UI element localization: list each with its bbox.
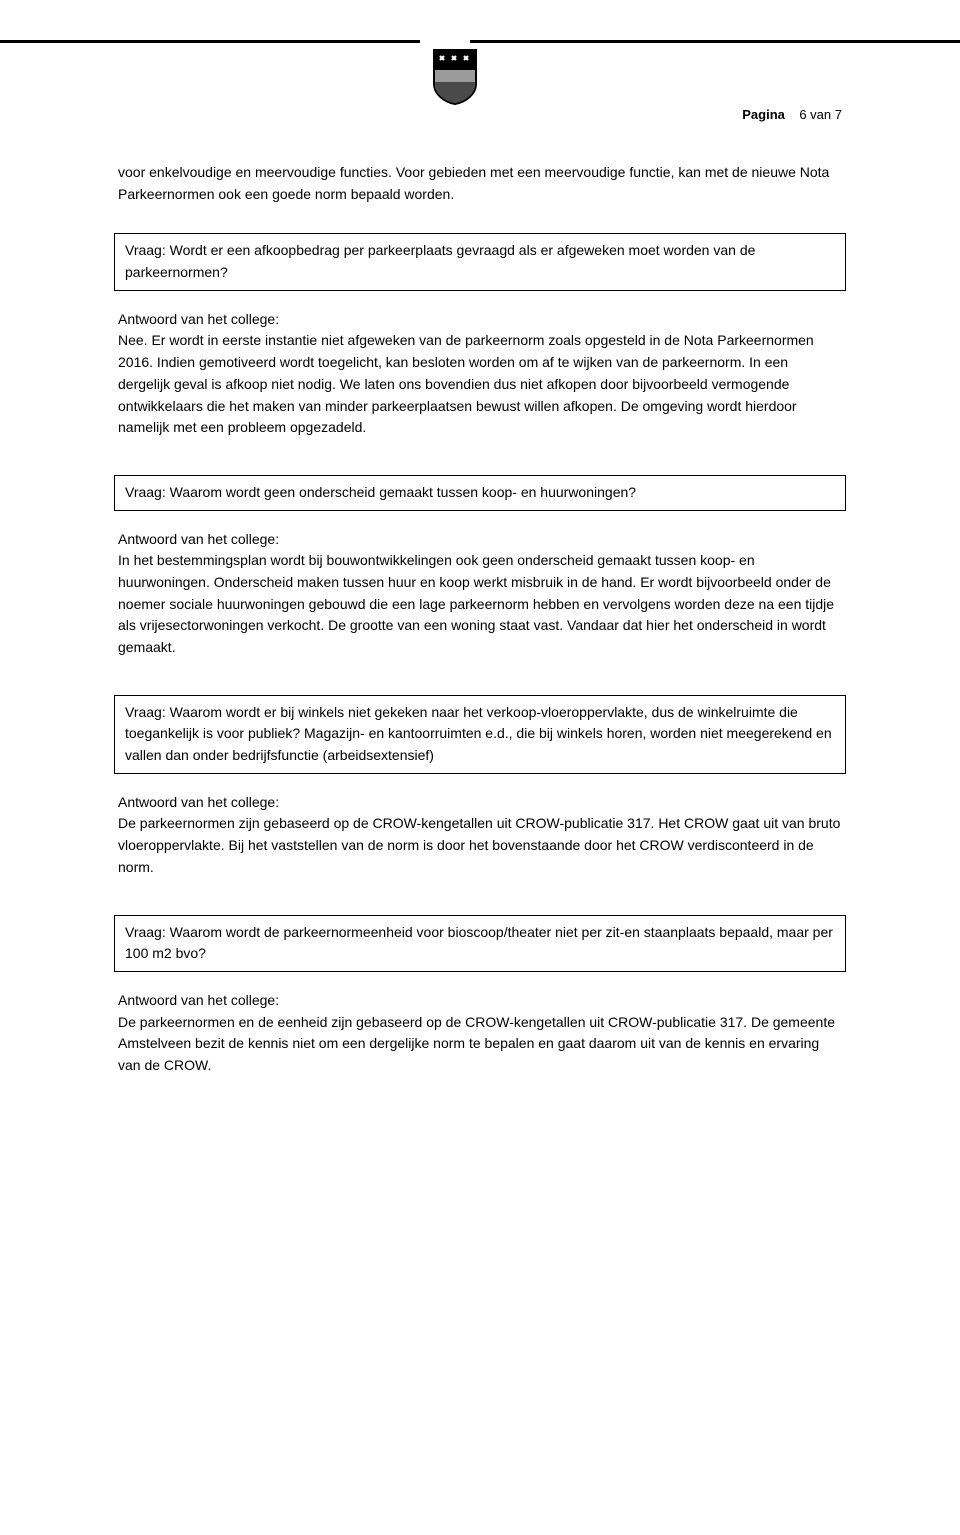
question-box: Vraag: Waarom wordt er bij winkels niet … [114, 695, 846, 774]
intro-paragraph: voor enkelvoudige en meervoudige functie… [118, 162, 842, 205]
answer-body: Nee. Er wordt in eerste instantie niet a… [118, 330, 842, 438]
qa-section: Vraag: Waarom wordt er bij winkels niet … [118, 695, 842, 879]
question-box: Vraag: Waarom wordt de parkeernormeenhei… [114, 915, 846, 972]
qa-section: Vraag: Wordt er een afkoopbedrag per par… [118, 233, 842, 439]
answer-label: Antwoord van het college: [118, 309, 842, 331]
qa-section: Vraag: Waarom wordt geen onderscheid gem… [118, 475, 842, 659]
document-content: Pagina 6 van 7 voor enkelvoudige en meer… [0, 107, 960, 1077]
shield-logo [432, 48, 478, 106]
page-label: Pagina [742, 107, 785, 122]
question-box: Vraag: Waarom wordt geen onderscheid gem… [114, 475, 846, 511]
answer-body: De parkeernormen en de eenheid zijn geba… [118, 1012, 842, 1077]
header-rule [0, 40, 960, 43]
page-number-value: 6 van 7 [799, 107, 842, 122]
answer-label: Antwoord van het college: [118, 990, 842, 1012]
qa-section: Vraag: Waarom wordt de parkeernormeenhei… [118, 915, 842, 1077]
answer-label: Antwoord van het college: [118, 529, 842, 551]
page-number: Pagina 6 van 7 [118, 107, 842, 122]
answer-body: In het bestemmingsplan wordt bij bouwont… [118, 550, 842, 658]
answer-body: De parkeernormen zijn gebaseerd op de CR… [118, 813, 842, 878]
answer-label: Antwoord van het college: [118, 792, 842, 814]
question-box: Vraag: Wordt er een afkoopbedrag per par… [114, 233, 846, 290]
